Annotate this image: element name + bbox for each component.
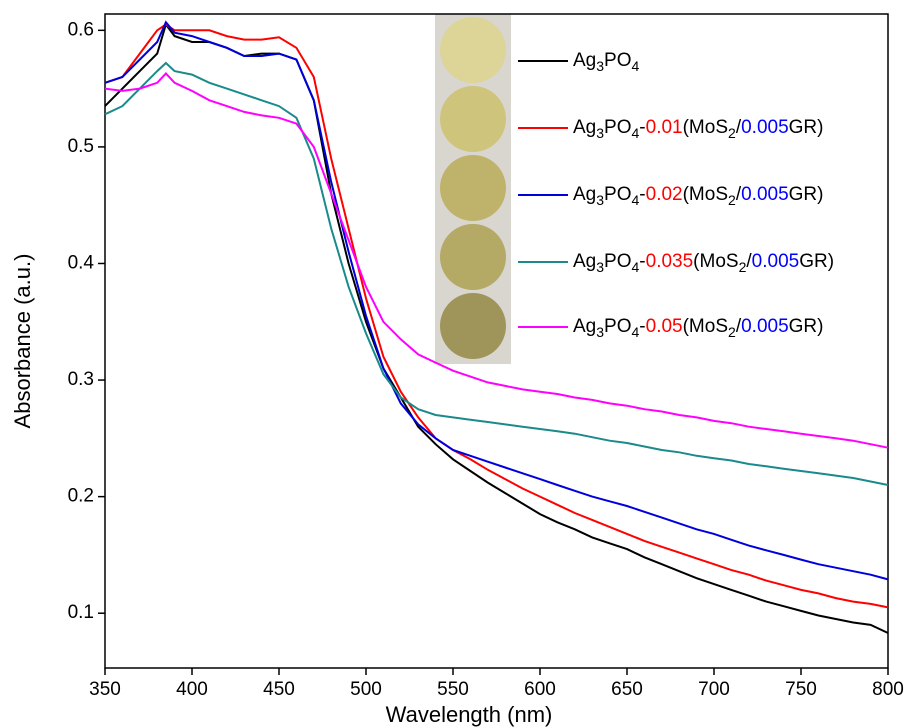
x-tick-label: 450	[263, 679, 295, 700]
series-line	[104, 23, 889, 609]
legend-label: Ag3PO4-0.035(MoS2/0.005GR)	[573, 251, 834, 275]
plot-frame	[104, 13, 889, 669]
x-tick-label: 750	[785, 679, 817, 700]
y-tick-label: 0.1	[68, 602, 94, 623]
legend-label: Ag3PO4-0.01(MoS2/0.005GR)	[573, 117, 823, 141]
x-tick-label: 600	[524, 679, 556, 700]
x-tick-label: 700	[698, 679, 730, 700]
x-tick-label: 400	[176, 679, 208, 700]
x-tick-label: 650	[611, 679, 643, 700]
y-axis-label: Absorbance (a.u.)	[10, 254, 35, 429]
x-axis-label: Wavelength (nm)	[386, 702, 553, 727]
legend-label: Ag3PO4-0.05(MoS2/0.005GR)	[573, 316, 823, 340]
y-tick-label: 0.3	[68, 369, 94, 390]
series-line	[104, 72, 889, 449]
series-line	[104, 20, 889, 581]
legend-label: Ag3PO4-0.02(MoS2/0.005GR)	[573, 184, 823, 208]
series-line	[104, 61, 889, 486]
y-tick-label: 0.4	[68, 252, 95, 273]
x-tick-label: 800	[872, 679, 904, 700]
y-tick-label: 0.5	[68, 136, 94, 157]
y-tick-label: 0.6	[68, 19, 94, 40]
sample-photo	[435, 14, 511, 364]
x-tick-label: 350	[89, 679, 121, 700]
x-tick-label: 500	[350, 679, 382, 700]
y-tick-label: 0.2	[68, 486, 94, 507]
legend-label: Ag3PO4	[573, 50, 640, 74]
x-tick-label: 550	[437, 679, 469, 700]
